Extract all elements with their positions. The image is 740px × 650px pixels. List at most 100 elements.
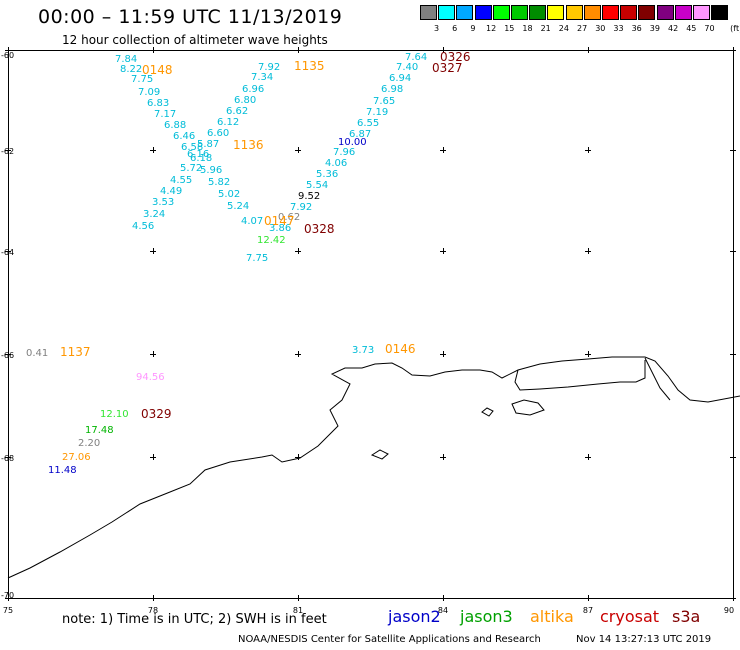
wave-height-value: 6.12: [217, 117, 239, 128]
scale-swatch: [492, 5, 510, 20]
wave-height-value: 3.24: [143, 209, 165, 220]
scale-label: 6: [452, 24, 458, 33]
scale-swatch: [711, 5, 729, 20]
scale-swatch: [511, 5, 528, 20]
mission-legend-cryosat: cryosat: [600, 607, 660, 626]
wave-height-value: 12.10: [100, 409, 129, 420]
wave-height-value: 7.65: [373, 96, 395, 107]
wave-height-value: 7.34: [251, 72, 273, 83]
pass-time-label: 1135: [294, 59, 325, 73]
wave-height-value: 3.73: [352, 345, 374, 356]
scale-swatch: [474, 5, 492, 20]
pass-time-label: 0146: [385, 342, 416, 356]
wave-height-value: 27.06: [62, 452, 91, 463]
wave-height-value: 7.19: [366, 107, 388, 118]
wave-height-value: 6.55: [357, 118, 379, 129]
pass-time-label: 0328: [304, 222, 335, 236]
wave-height-value: 6.46: [173, 131, 195, 142]
pass-time-label: 1137: [60, 345, 91, 359]
small-island: [481, 407, 494, 417]
scale-label: 12: [486, 24, 497, 33]
wave-height-value: 7.75: [131, 74, 153, 85]
wave-height-value: 9.52: [298, 191, 320, 202]
wave-height-value: 5.72: [180, 163, 202, 174]
footnote: note: 1) Time is in UTC; 2) SWH is in fe…: [62, 612, 327, 627]
wave-height-value: 6.83: [147, 98, 169, 109]
wave-height-value: 12.42: [257, 235, 286, 246]
wave-height-value: 7.17: [154, 109, 176, 120]
scale-label: 24: [558, 24, 569, 33]
wave-height-value: 6.58: [181, 142, 203, 153]
longitude-label: 78: [148, 606, 158, 615]
wave-height-value: 4.55: [170, 175, 192, 186]
wave-height-value: 11.48: [48, 465, 77, 476]
wave-height-value: 5.87: [197, 139, 219, 150]
small-island: [370, 449, 389, 460]
wave-height-value: 4.07: [241, 216, 263, 227]
scale-swatch: [529, 5, 547, 20]
wave-height-value: 6.88: [164, 120, 186, 131]
scale-swatch: [602, 5, 619, 20]
scale-swatch: [638, 5, 656, 20]
generation-timestamp: Nov 14 13:27:13 UTC 2019: [576, 634, 712, 645]
map-title: 00:00 – 11:59 UTC 11/13/2019: [38, 6, 343, 28]
scale-swatch: [674, 5, 692, 20]
scale-label: 33: [613, 24, 624, 33]
wave-height-value: 6.18: [190, 153, 212, 164]
pass-time-label: 1136: [233, 138, 264, 152]
wave-height-value: 5.24: [227, 201, 249, 212]
wave-height-value: 7.84: [115, 54, 137, 65]
pass-time-label: 0148: [142, 63, 173, 77]
mission-legend-jason3: jason3: [460, 607, 513, 626]
latitude-label: -62: [1, 147, 14, 156]
wave-height-value: 6.87: [349, 129, 371, 140]
mission-legend-jason2: jason2: [388, 607, 441, 626]
longitude-label: 75: [3, 606, 13, 615]
wave-height-value: 7.75: [246, 253, 268, 264]
wave-height-value: 10.00: [338, 137, 367, 148]
scale-swatch: [565, 5, 583, 20]
wave-height-value: 5.36: [316, 169, 338, 180]
wave-height-value: 7.09: [138, 87, 160, 98]
mission-legend-s3a: s3a: [672, 607, 701, 626]
scale-swatch: [547, 5, 565, 20]
scale-swatch: [420, 5, 437, 20]
longitude-label: 87: [583, 606, 593, 615]
scale-label: 30: [595, 24, 606, 33]
wave-height-value: 5.96: [200, 165, 222, 176]
wave-height-value: 7.96: [333, 147, 355, 158]
scale-label: 21: [540, 24, 551, 33]
credit-line: NOAA/NESDIS Center for Satellite Applica…: [238, 634, 541, 645]
wave-height-value: 3.86: [269, 223, 291, 234]
antarctic-coastline-inner: [514, 360, 646, 391]
pass-time-label: 0147: [264, 214, 295, 228]
scale-label: 3: [433, 24, 440, 33]
wave-height-value: 4.49: [160, 186, 182, 197]
scale-label: 70: [704, 24, 715, 33]
mission-legend-altika: altika: [530, 607, 574, 626]
wave-height-value: 3.53: [152, 197, 174, 208]
scale-label: 27: [577, 24, 588, 33]
latitude-label: -64: [1, 248, 14, 257]
wave-height-value: 8.22: [120, 64, 142, 75]
scale-swatch: [456, 5, 474, 20]
wave-height-value: 6.96: [242, 84, 264, 95]
scale-label: 42: [668, 24, 679, 33]
wave-height-value: 6.60: [207, 128, 229, 139]
scale-label: 45: [686, 24, 697, 33]
wave-height-value: 6.80: [234, 95, 256, 106]
scale-label: 36: [631, 24, 642, 33]
latitude-label: -60: [1, 51, 14, 60]
latitude-label: -68: [1, 454, 14, 463]
wave-height-value: 5.02: [218, 189, 240, 200]
wave-height-value: 2.20: [78, 438, 100, 449]
scale-swatch: [583, 5, 601, 20]
ice-shelf-edge: [644, 357, 671, 401]
wave-height-value: 17.48: [85, 425, 114, 436]
wave-height-value: 6.98: [381, 84, 403, 95]
wave-height-value: 5.82: [208, 177, 230, 188]
wave-height-value: 7.92: [290, 202, 312, 213]
map-frame: [8, 50, 734, 599]
scale-label: 9: [470, 24, 476, 33]
